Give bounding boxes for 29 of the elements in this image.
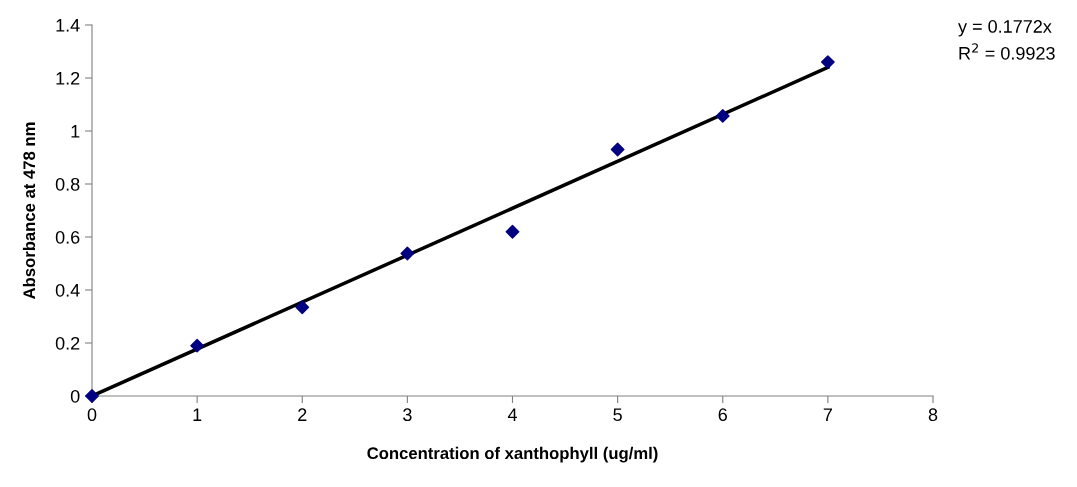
y-tick-label: 1 <box>71 125 80 138</box>
point <box>610 142 625 157</box>
x-tick-label: 6 <box>718 408 727 422</box>
point <box>295 300 310 315</box>
x-tick-label: 8 <box>928 408 938 422</box>
point <box>85 389 99 403</box>
y-axis-title: Absorbance at 478 nm <box>22 122 36 299</box>
y-tick-label: 1.2 <box>56 71 80 85</box>
y-tick-label: 0.6 <box>55 230 80 244</box>
x-tick-label: 5 <box>613 408 622 422</box>
point <box>820 55 835 70</box>
x-tick-label: 2 <box>298 408 307 421</box>
point <box>715 108 730 123</box>
point <box>400 246 415 261</box>
x-tick-label: 3 <box>403 408 412 422</box>
y-tick-label: 0.8 <box>55 177 80 191</box>
y-tick-label: 1.4 <box>56 19 80 32</box>
point <box>505 224 520 239</box>
x-tick-label: 7 <box>823 408 832 421</box>
text: R$^{2}$ = 0.9923 <box>959 43 1055 60</box>
y-tick-label: 0 <box>70 389 80 403</box>
y-tick-label: 0.2 <box>55 336 80 350</box>
x-tick-label: 4 <box>507 408 517 421</box>
text: y = 0.1772x <box>958 20 1052 37</box>
x-tick-label: 1 <box>193 408 202 421</box>
y-tick-label: 0.4 <box>55 283 80 297</box>
x-tick-label: 0 <box>87 408 97 422</box>
x-axis-title: Concentration of xanthophyll (ug/ml) <box>367 446 658 463</box>
point <box>190 338 205 353</box>
